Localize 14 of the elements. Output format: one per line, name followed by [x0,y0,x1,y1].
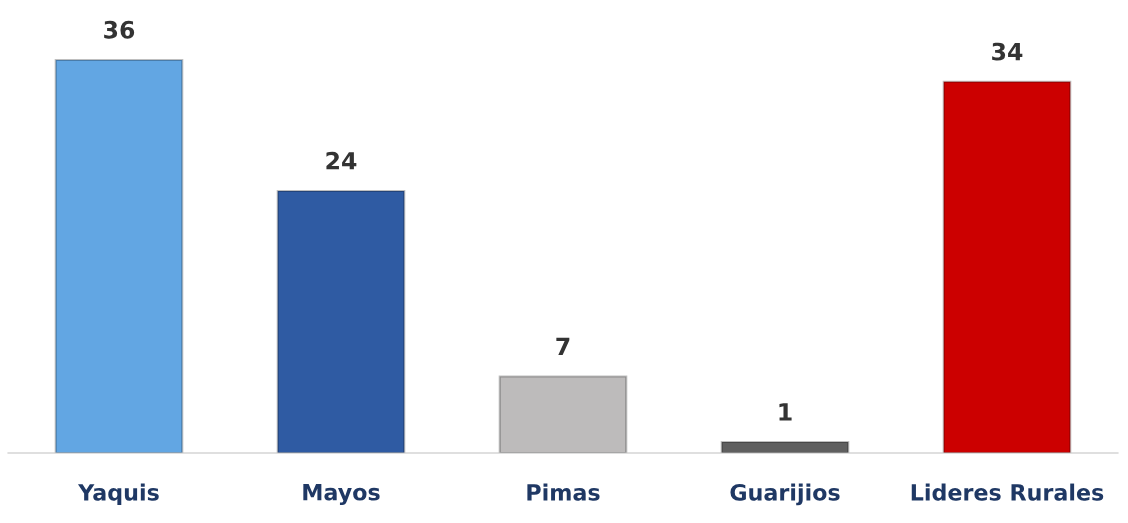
x-tick-label: Mayos [303,484,380,506]
bar [276,189,406,453]
x-tick-label: Yaquis [77,483,159,506]
data-label: 36 [104,20,135,39]
x-tick-label: Pimas [527,483,600,501]
x-tick-label: Lideres Rurales [911,483,1104,501]
bar [54,58,184,453]
data-label: 24 [326,151,357,170]
data-label: 7 [556,337,570,355]
bar [942,80,1072,453]
data-label: 1 [779,403,792,421]
x-tick-label: Guarijios [730,483,840,506]
data-label: 34 [992,42,1023,61]
bar [720,441,850,453]
